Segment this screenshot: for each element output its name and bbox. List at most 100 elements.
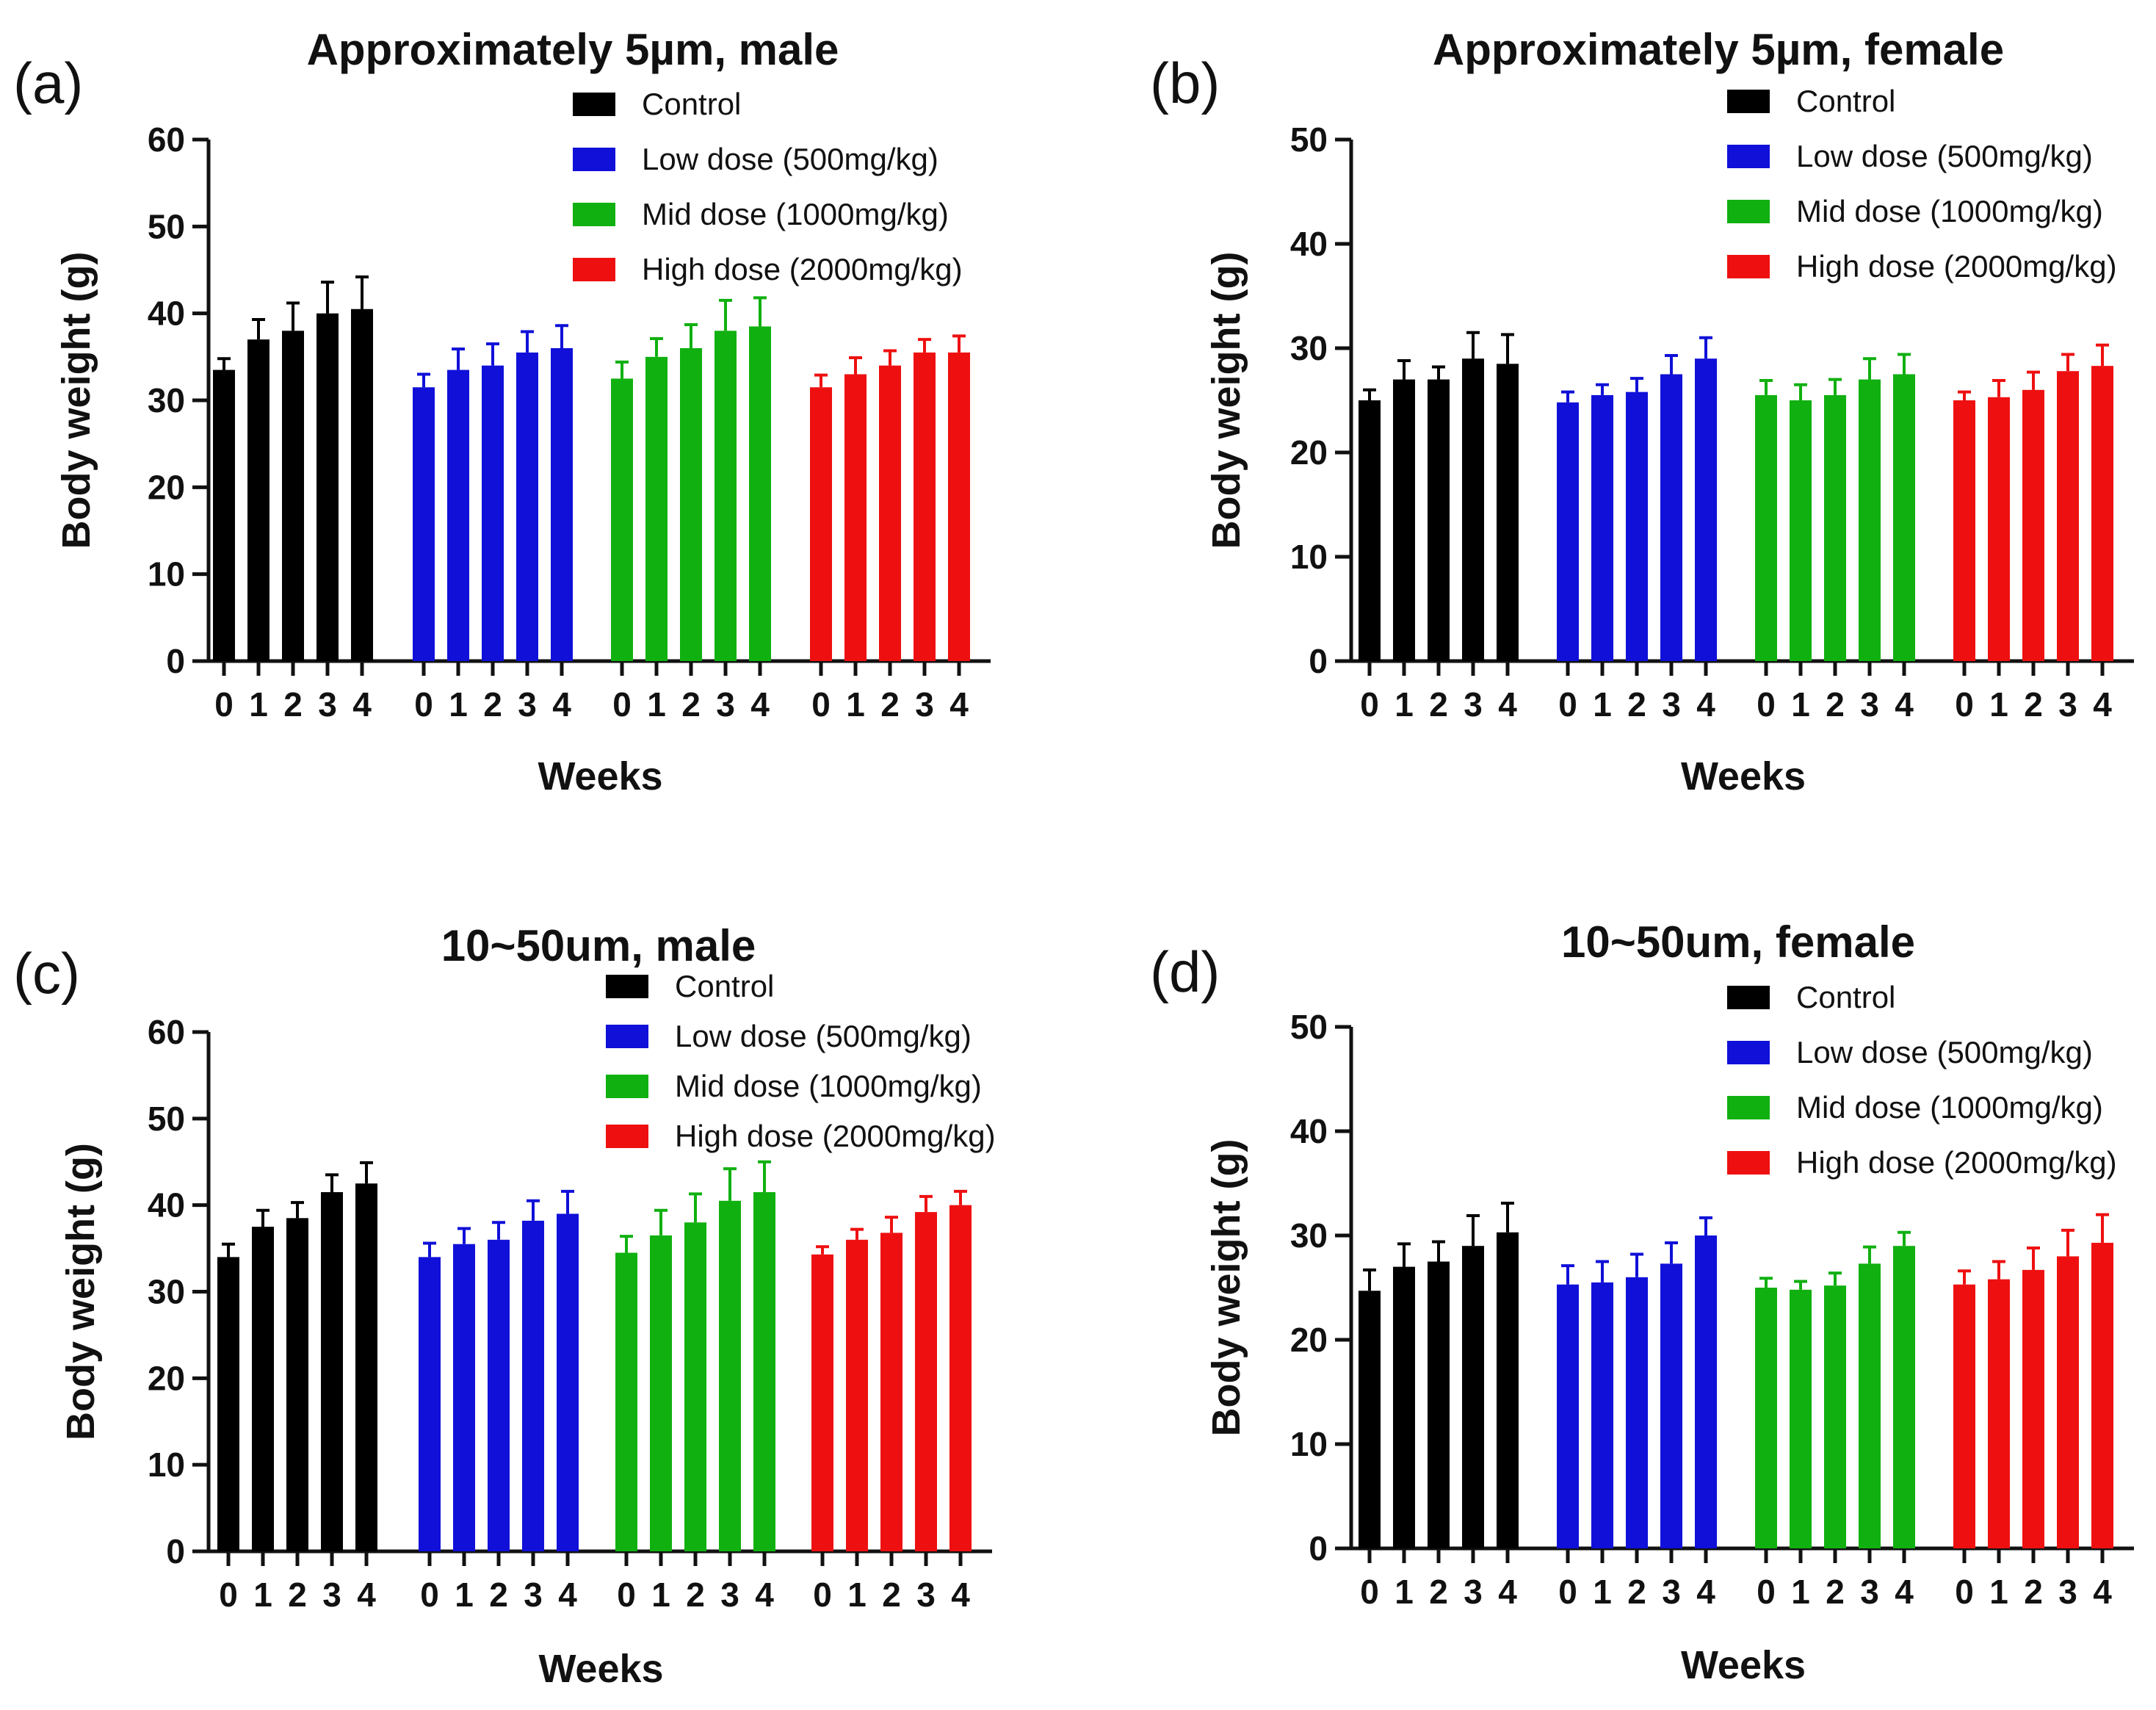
y-tick-label: 20 [1290,433,1328,472]
bar [1591,1282,1613,1548]
y-axis-title: Body weight (g) [59,1143,103,1440]
bar [413,387,435,661]
bar [1557,402,1579,661]
bar [1695,1235,1717,1548]
y-tick-label: 50 [148,207,185,245]
x-tick-label: 3 [518,685,537,724]
x-tick-label: 4 [552,685,571,724]
panel-label: (c) [13,941,80,1006]
chart-title: Approximately 5µm, female [1433,25,2004,74]
legend-swatch [1727,1151,1770,1175]
bar [680,348,702,661]
bar [2022,1269,2044,1548]
bar [846,1239,868,1551]
bar [2022,389,2044,661]
bar [611,378,633,661]
legend-swatch [1727,1096,1770,1119]
x-tick-label: 1 [253,1576,272,1614]
bar [2057,1256,2079,1548]
bar [948,352,970,661]
x-tick-label: 0 [1757,1573,1776,1611]
bar [914,352,936,661]
x-tick-label: 1 [1394,1573,1414,1611]
legend-swatch [573,93,615,116]
chart-title: 10~50um, female [1561,917,1915,967]
x-tick-label: 4 [949,685,969,724]
bar [645,356,668,661]
bar [1755,1288,1777,1548]
x-tick-label: 3 [1464,685,1483,724]
bar [1660,1263,1682,1548]
y-tick-label: 40 [148,1186,185,1224]
x-tick-label: 1 [647,685,666,724]
y-tick-label: 30 [148,381,185,419]
x-tick-label: 4 [558,1576,577,1614]
x-tick-label: 1 [1791,1573,1810,1611]
x-tick-label: 3 [1860,1573,1879,1611]
legend-swatch [606,1075,648,1098]
y-tick-label: 0 [1309,642,1328,680]
chart-title: Approximately 5µm, male [307,25,839,74]
x-tick-label: 2 [283,685,303,724]
y-axis-title: Body weight (g) [1204,1139,1248,1437]
x-tick-label: 0 [1757,685,1776,724]
y-tick-label: 0 [166,642,185,680]
bar [1755,394,1777,661]
bar [2057,371,2079,661]
y-tick-label: 20 [1290,1321,1328,1359]
x-tick-label: 1 [1791,685,1810,724]
legend-label: Mid dose (1000mg/kg) [1796,1090,2103,1125]
panel-a: (a)Approximately 5µm, male0102030405060B… [13,25,991,798]
x-axis-title: Weeks [538,754,662,798]
x-tick-label: 3 [1662,685,1681,724]
x-tick-label: 4 [755,1576,774,1614]
bar [286,1218,308,1551]
y-tick-label: 10 [148,1446,185,1484]
y-tick-label: 40 [148,295,185,333]
panel-b: (b)Approximately 5µm, female01020304050B… [1150,25,2134,798]
bar [719,1200,741,1551]
bar [453,1244,475,1551]
bar [1988,397,2010,661]
y-tick-label: 40 [1290,1112,1328,1150]
legend-label: Low dose (500mg/kg) [675,1019,972,1053]
x-tick-label: 0 [617,1576,636,1614]
x-tick-label: 2 [2024,1573,2043,1611]
bar [715,331,737,661]
bar [1824,1285,1846,1548]
x-tick-label: 2 [1826,685,1845,724]
x-tick-label: 4 [2093,685,2112,724]
x-tick-label: 0 [1558,685,1577,724]
legend-swatch [1727,200,1770,223]
bar [551,348,573,661]
bar [488,1239,510,1551]
x-tick-label: 0 [1360,1573,1379,1611]
y-tick-label: 0 [1309,1529,1328,1568]
x-tick-label: 4 [951,1576,970,1614]
legend-label: High dose (2000mg/kg) [1796,249,2117,284]
x-tick-label: 2 [1826,1573,1845,1611]
x-tick-label: 3 [524,1576,543,1614]
x-tick-label: 2 [882,1576,901,1614]
legend-label: Low dose (500mg/kg) [642,142,938,176]
y-tick-label: 30 [1290,329,1328,367]
bar [1428,379,1450,661]
x-tick-label: 4 [357,1576,376,1614]
x-tick-label: 1 [847,1576,867,1614]
panel-label: (a) [13,51,83,115]
legend-label: Low dose (500mg/kg) [1796,1035,2093,1069]
y-axis-title: Body weight (g) [1204,252,1248,549]
x-tick-label: 3 [720,1576,739,1614]
x-tick-label: 0 [414,685,433,724]
x-tick-label: 0 [420,1576,439,1614]
bar [1824,394,1846,661]
x-tick-label: 3 [1662,1573,1681,1611]
x-tick-label: 2 [1429,1573,1448,1611]
x-tick-label: 1 [1394,685,1414,724]
x-tick-label: 4 [352,685,372,724]
bar [2091,366,2113,661]
bar [1359,400,1381,661]
bar [351,309,373,661]
